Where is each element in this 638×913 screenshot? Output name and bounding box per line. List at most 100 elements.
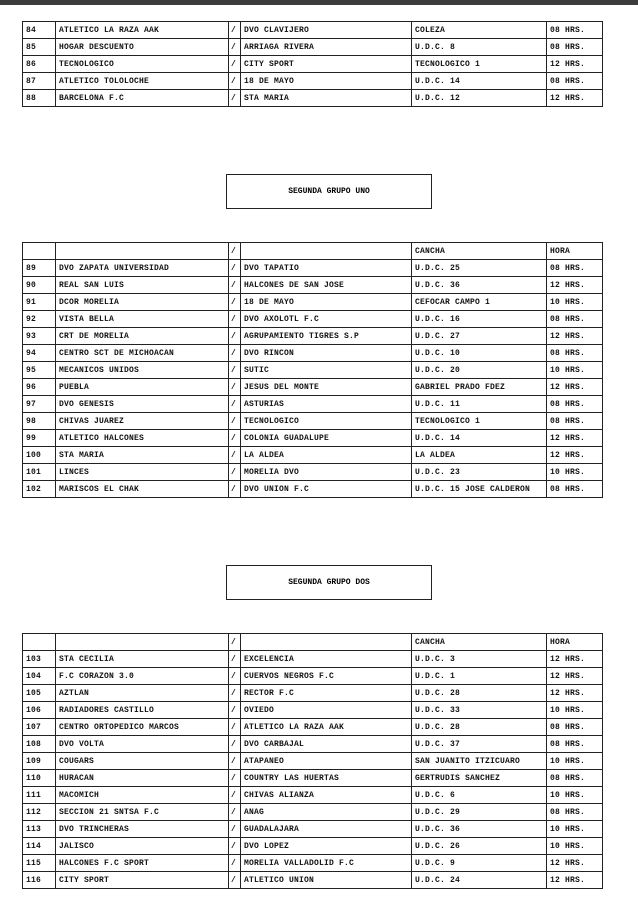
vs-separator: / bbox=[228, 327, 241, 345]
home-team: BARCELONA F.C bbox=[55, 89, 229, 107]
home-team: COUGARS bbox=[55, 752, 229, 770]
header-row: / CANCHA HORA bbox=[22, 633, 603, 651]
match-number: 96 bbox=[22, 378, 56, 396]
vs-separator: / bbox=[228, 310, 241, 328]
vs-separator: / bbox=[228, 718, 241, 736]
time-hora: 08 HRS. bbox=[546, 480, 603, 498]
home-team: MACOMICH bbox=[55, 786, 229, 804]
match-number: 108 bbox=[22, 735, 56, 753]
vs-separator: / bbox=[228, 837, 241, 855]
time-hora: 10 HRS. bbox=[546, 361, 603, 379]
time-hora: 08 HRS. bbox=[546, 21, 603, 39]
vs-separator: / bbox=[228, 803, 241, 821]
time-hora: 10 HRS. bbox=[546, 837, 603, 855]
time-hora: 12 HRS. bbox=[546, 55, 603, 73]
away-team: COLONIA GUADALUPE bbox=[240, 429, 412, 447]
match-row: 103 STA CECILIA / EXCELENCIA U.D.C. 3 12 HRS. bbox=[22, 650, 603, 668]
match-row: 88 BARCELONA F.C / STA MARIA U.D.C. 12 12 HRS… bbox=[22, 89, 603, 107]
away-team: 18 DE MAYO bbox=[240, 72, 412, 90]
home-team: DCOR MORELIA bbox=[55, 293, 229, 311]
home-team: HOGAR DESCUENTO bbox=[55, 38, 229, 56]
time-hora: 08 HRS. bbox=[546, 259, 603, 277]
home-team: LINCES bbox=[55, 463, 229, 481]
matches-table-continued: 84 ATLETICO LA RAZA AAK / DVO CLAVIJERO COLE… bbox=[22, 21, 603, 107]
header-hora: HORA bbox=[546, 242, 603, 260]
vs-separator: / bbox=[228, 344, 241, 362]
away-team: DVO RINCON bbox=[240, 344, 412, 362]
match-number: 94 bbox=[22, 344, 56, 362]
away-team: SUTIC bbox=[240, 361, 412, 379]
away-team: CITY SPORT bbox=[240, 55, 412, 73]
match-number: 105 bbox=[22, 684, 56, 702]
match-row: 111 MACOMICH / CHIVAS ALIANZA U.D.C. 6 10 HRS… bbox=[22, 786, 603, 804]
home-team: CITY SPORT bbox=[55, 871, 229, 889]
vs-separator: / bbox=[228, 854, 241, 872]
time-hora: 12 HRS. bbox=[546, 871, 603, 889]
match-row: 116 CITY SPORT / ATLETICO UNION U.D.C. 24 12 … bbox=[22, 871, 603, 889]
match-number: 97 bbox=[22, 395, 56, 413]
match-row: 100 STA MARIA / LA ALDEA LA ALDEA 12 HRS. bbox=[22, 446, 603, 464]
field-cancha: U.D.C. 28 bbox=[411, 718, 547, 736]
vs-separator: / bbox=[228, 38, 241, 56]
field-cancha: SAN JUANITO ITZICUARO bbox=[411, 752, 547, 770]
home-team: MECANICOS UNIDOS bbox=[55, 361, 229, 379]
time-hora: 12 HRS. bbox=[546, 684, 603, 702]
vs-separator: / bbox=[228, 378, 241, 396]
match-row: 92 VISTA BELLA / DVO AXOLOTL F.C U.D.C. 16 08… bbox=[22, 310, 603, 328]
match-row: 95 MECANICOS UNIDOS / SUTIC U.D.C. 20 10 HRS. bbox=[22, 361, 603, 379]
vs-separator: / bbox=[228, 752, 241, 770]
away-team: ATLETICO UNION bbox=[240, 871, 412, 889]
time-hora: 08 HRS. bbox=[546, 735, 603, 753]
match-number: 110 bbox=[22, 769, 56, 787]
header-away bbox=[240, 242, 412, 260]
vs-separator: / bbox=[228, 72, 241, 90]
time-hora: 10 HRS. bbox=[546, 820, 603, 838]
field-cancha: GERTRUDIS SANCHEZ bbox=[411, 769, 547, 787]
match-row: 114 JALISCO / DVO LOPEZ U.D.C. 26 10 HRS. bbox=[22, 837, 603, 855]
home-team: F.C CORAZON 3.0 bbox=[55, 667, 229, 685]
match-row: 105 AZTLAN / RECTOR F.C U.D.C. 28 12 HRS. bbox=[22, 684, 603, 702]
match-number: 84 bbox=[22, 21, 56, 39]
vs-separator: / bbox=[228, 259, 241, 277]
vs-separator: / bbox=[228, 55, 241, 73]
away-team: GUADALAJARA bbox=[240, 820, 412, 838]
match-row: 90 REAL SAN LUIS / HALCONES DE SAN JOSE U.D.… bbox=[22, 276, 603, 294]
away-team: OVIEDO bbox=[240, 701, 412, 719]
field-cancha: U.D.C. 9 bbox=[411, 854, 547, 872]
match-row: 112 SECCION 21 SNTSA F.C / ANAG U.D.C. 29 08 … bbox=[22, 803, 603, 821]
away-team: ATLETICO LA RAZA AAK bbox=[240, 718, 412, 736]
vs-separator: / bbox=[228, 735, 241, 753]
match-number: 85 bbox=[22, 38, 56, 56]
match-number: 93 bbox=[22, 327, 56, 345]
field-cancha: TECNOLOGICO 1 bbox=[411, 55, 547, 73]
header-separator: / bbox=[228, 633, 241, 651]
field-cancha: U.D.C. 14 bbox=[411, 429, 547, 447]
away-team: EXCELENCIA bbox=[240, 650, 412, 668]
field-cancha: U.D.C. 23 bbox=[411, 463, 547, 481]
match-row: 94 CENTRO SCT DE MICHOACAN / DVO RINCON U.D.… bbox=[22, 344, 603, 362]
home-team: DVO ZAPATA UNIVERSIDAD bbox=[55, 259, 229, 277]
field-cancha: U.D.C. 29 bbox=[411, 803, 547, 821]
header-separator: / bbox=[228, 242, 241, 260]
away-team: MORELIA DVO bbox=[240, 463, 412, 481]
section-title-segunda-grupo-dos: SEGUNDA GRUPO DOS bbox=[226, 565, 432, 600]
field-cancha: LA ALDEA bbox=[411, 446, 547, 464]
away-team: JESUS DEL MONTE bbox=[240, 378, 412, 396]
time-hora: 12 HRS. bbox=[546, 650, 603, 668]
field-cancha: U.D.C. 15 JOSE CALDERON bbox=[411, 480, 547, 498]
vs-separator: / bbox=[228, 667, 241, 685]
home-team: DVO GENESIS bbox=[55, 395, 229, 413]
away-team: CUERVOS NEGROS F.C bbox=[240, 667, 412, 685]
match-number: 100 bbox=[22, 446, 56, 464]
match-row: 107 CENTRO ORTOPEDICO MARCOS / ATLETICO LA … bbox=[22, 718, 603, 736]
vs-separator: / bbox=[228, 361, 241, 379]
field-cancha: U.D.C. 6 bbox=[411, 786, 547, 804]
match-number: 88 bbox=[22, 89, 56, 107]
match-number: 109 bbox=[22, 752, 56, 770]
vs-separator: / bbox=[228, 395, 241, 413]
field-cancha: U.D.C. 3 bbox=[411, 650, 547, 668]
away-team: DVO CARBAJAL bbox=[240, 735, 412, 753]
vs-separator: / bbox=[228, 89, 241, 107]
home-team: RADIADORES CASTILLO bbox=[55, 701, 229, 719]
home-team: ATLETICO LA RAZA AAK bbox=[55, 21, 229, 39]
